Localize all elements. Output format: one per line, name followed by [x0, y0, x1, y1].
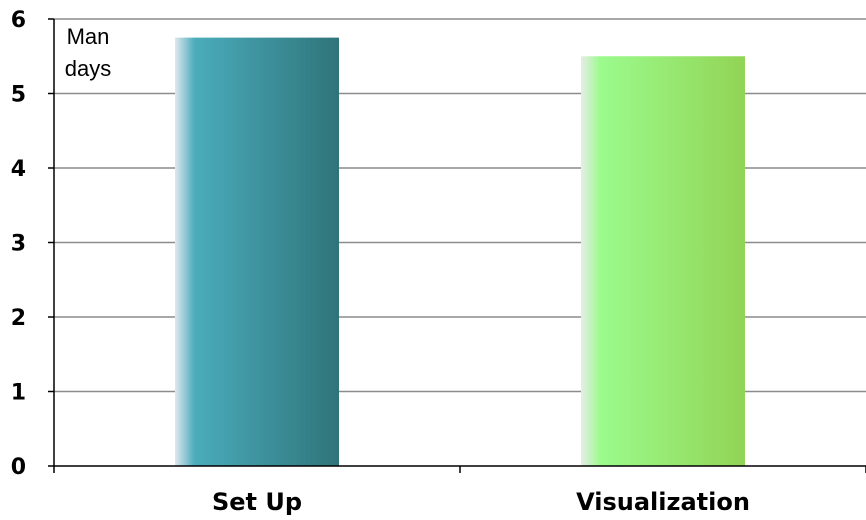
axes	[48, 18, 866, 473]
y-axis-unit-label: Man	[67, 24, 110, 49]
y-tick-label: 6	[11, 8, 26, 33]
y-tick-label: 5	[11, 83, 26, 108]
y-tick-label: 2	[11, 306, 26, 331]
y-tick-label: 0	[11, 455, 26, 480]
bar-visualization	[581, 56, 745, 466]
y-tick-label: 1	[11, 381, 26, 406]
y-tick-label: 3	[11, 232, 26, 257]
x-category-label: Visualization	[576, 488, 750, 516]
x-category-label: Set Up	[212, 488, 302, 516]
bar-set-up	[175, 37, 339, 466]
bars	[175, 37, 745, 466]
labels: 0 1 2 3 4 5 6 Set Up Visualization Man days	[11, 8, 750, 516]
y-axis-unit-label: days	[65, 56, 111, 81]
y-tick-label: 4	[11, 157, 26, 182]
